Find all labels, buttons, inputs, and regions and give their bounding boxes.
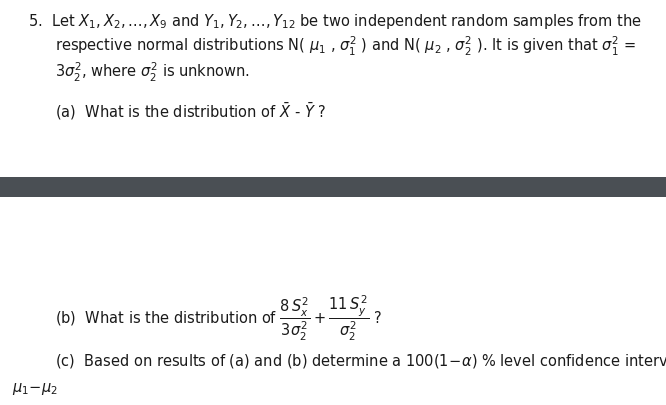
Bar bbox=[0, 178, 666, 197]
Text: respective normal distributions N( $\mu_1$ , $\sigma_1^2$ ) and N( $\mu_2$ , $\s: respective normal distributions N( $\mu_… bbox=[55, 35, 637, 58]
Text: 5.  Let $X_1, X_2, \ldots, X_9$ and $Y_1, Y_2, \ldots, Y_{12}$ be two independen: 5. Let $X_1, X_2, \ldots, X_9$ and $Y_1,… bbox=[28, 12, 642, 30]
Text: $3\sigma_2^2$, where $\sigma_2^2$ is unknown.: $3\sigma_2^2$, where $\sigma_2^2$ is unk… bbox=[55, 60, 250, 84]
Text: (a)  What is the distribution of $\bar{X}$ - $\bar{Y}$ ?: (a) What is the distribution of $\bar{X}… bbox=[55, 100, 326, 122]
Text: (c)  Based on results of (a) and (b) determine a $100(1\!-\!\alpha)$ % level con: (c) Based on results of (a) and (b) dete… bbox=[55, 352, 666, 369]
Text: $\mu_1\!-\!\mu_2$: $\mu_1\!-\!\mu_2$ bbox=[12, 380, 59, 396]
Text: (b)  What is the distribution of $\dfrac{8\,S_x^2}{3\sigma_2^2}+\dfrac{11\,S_y^2: (b) What is the distribution of $\dfrac{… bbox=[55, 294, 382, 342]
